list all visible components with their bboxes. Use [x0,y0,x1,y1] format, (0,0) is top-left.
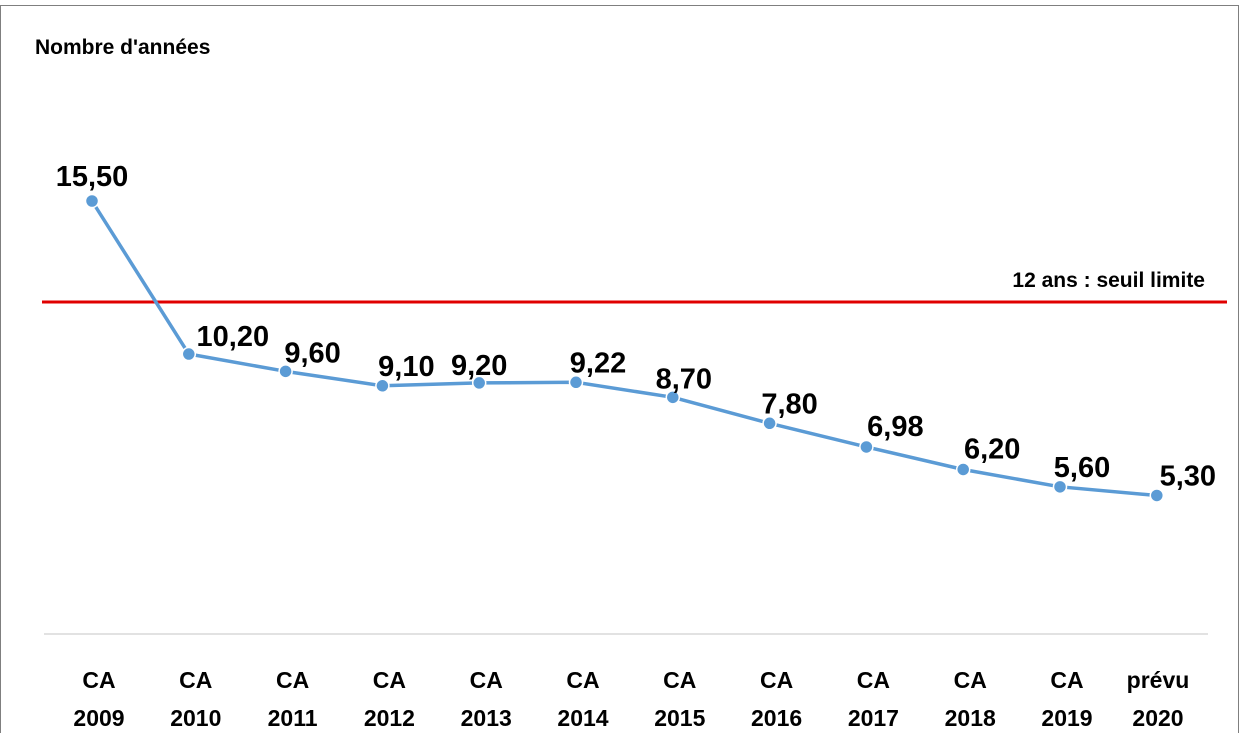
data-point-9 [955,462,971,477]
x-tick-label-5-line1: CA [566,667,599,693]
data-label-10: 5,60 [1054,452,1110,484]
data-label-7: 7,80 [761,388,817,420]
data-point-10 [1052,479,1068,495]
data-label-4: 9,20 [451,350,507,382]
x-tick-label-1-line1: CA [179,667,212,693]
data-label-1: 10,20 [197,321,270,353]
data-label-8: 6,98 [867,411,923,443]
data-label-6: 8,70 [656,363,712,395]
data-point-11 [1149,488,1165,503]
x-tick-label-8-line1: CA [857,667,890,693]
data-point-0 [84,193,100,209]
x-tick-label-3-line1: CA [373,667,406,693]
x-tick-label-11-line1: prévu [1127,667,1190,693]
x-tick-label-6-line1: CA [663,667,696,693]
x-tick-label-1-line2: 2010 [170,705,221,731]
x-tick-label-0-line1: CA [82,667,115,693]
series-line [90,200,1157,498]
x-tick-label-9-line2: 2018 [945,705,996,731]
data-label-0: 15,50 [56,161,129,193]
x-tick-label-9-line1: CA [954,667,987,693]
data-point-1 [181,346,197,362]
data-label-2: 9,60 [284,337,340,369]
x-tick-labels-group: CA 2009 CA 2010 CA 2011 CA 2012 CA 2013 CA 2014 CA 20… [73,667,1189,731]
x-tick-label-4-line2: 2013 [461,705,512,731]
x-tick-label-5-line2: 2014 [557,705,608,731]
y-axis-label: Nombre d'années [35,36,210,59]
data-label-5: 9,22 [570,347,626,379]
x-tick-label-10-line1: CA [1050,667,1083,693]
data-point-5 [568,375,584,390]
chart-border [0,5,1239,733]
data-labels-group: 15,50 10,20 9,60 9,10 9,20 9,22 8,70 7,80 6,98 6,… [56,161,1216,492]
data-label-3: 9,10 [378,351,434,383]
x-tick-label-3-line2: 2012 [364,705,415,731]
reference-line-group: 12 ans : seuil limite [42,269,1227,304]
x-tick-label-0-line2: 2009 [73,705,124,731]
x-tick-label-10-line2: 2019 [1041,705,1092,731]
x-tick-label-4-line1: CA [470,667,503,693]
data-point-6 [665,390,681,405]
x-tick-label-6-line2: 2015 [654,705,705,731]
data-point-7 [762,416,777,431]
x-tick-label-2-line1: CA [276,667,309,693]
data-point-3 [375,378,390,394]
x-tick-label-2-line2: 2011 [268,705,318,731]
x-tick-label-7-line1: CA [760,667,793,693]
x-tick-label-8-line2: 2017 [848,705,899,731]
x-tick-label-7-line2: 2016 [751,705,802,731]
reference-line-label: 12 ans : seuil limite [1012,269,1205,292]
data-label-11: 5,30 [1160,460,1216,492]
x-tick-label-11-line2: 2020 [1132,705,1183,731]
data-point-2 [278,364,293,379]
data-label-9: 6,20 [964,433,1020,465]
data-point-8 [859,439,874,455]
data-point-4 [471,375,487,391]
series-group [84,193,1165,503]
